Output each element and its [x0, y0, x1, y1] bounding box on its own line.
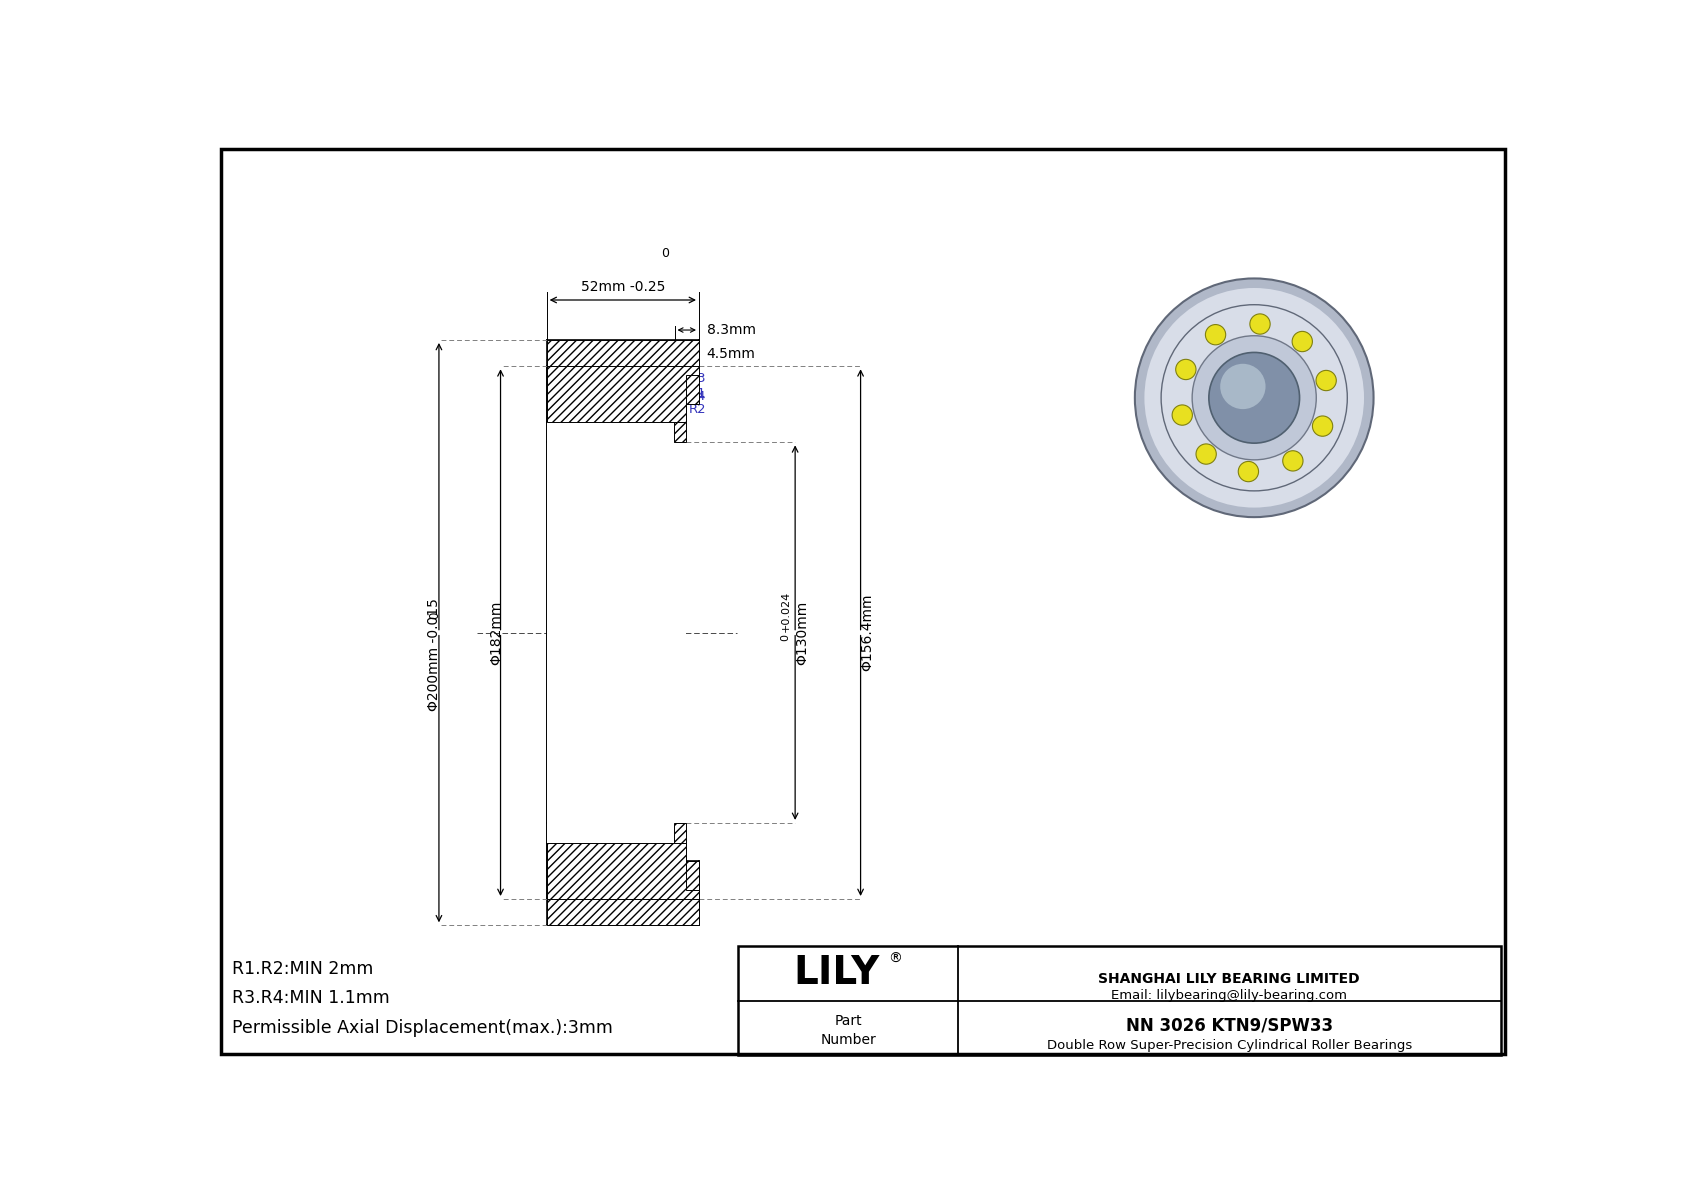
- Text: NN 3026 KTN9/SPW33: NN 3026 KTN9/SPW33: [1125, 1016, 1332, 1034]
- Circle shape: [1292, 331, 1312, 351]
- Circle shape: [1145, 288, 1364, 507]
- Text: 0: 0: [781, 634, 791, 662]
- Text: Part
Number: Part Number: [820, 1014, 876, 1047]
- Text: Φ130mm: Φ130mm: [795, 600, 808, 665]
- Text: Φ182mm: Φ182mm: [488, 600, 504, 665]
- Polygon shape: [547, 367, 699, 422]
- Polygon shape: [674, 823, 685, 843]
- Polygon shape: [547, 843, 699, 899]
- Text: +0.024: +0.024: [781, 591, 791, 631]
- Text: 0: 0: [428, 612, 441, 619]
- Text: R3: R3: [689, 372, 706, 385]
- Text: 8.3mm: 8.3mm: [707, 323, 756, 337]
- Text: ®: ®: [887, 952, 903, 966]
- Text: Permissible Axial Displacement(max.):3mm: Permissible Axial Displacement(max.):3mm: [232, 1018, 613, 1036]
- Text: 0: 0: [662, 247, 669, 260]
- Circle shape: [1135, 279, 1374, 517]
- Circle shape: [1206, 325, 1226, 345]
- Circle shape: [1238, 461, 1258, 481]
- Text: SHANGHAI LILY BEARING LIMITED: SHANGHAI LILY BEARING LIMITED: [1098, 972, 1361, 986]
- Text: Double Row Super-Precision Cylindrical Roller Bearings: Double Row Super-Precision Cylindrical R…: [1046, 1039, 1411, 1052]
- Text: Email: lilybearing@lily-bearing.com: Email: lilybearing@lily-bearing.com: [1111, 989, 1347, 1002]
- Circle shape: [1172, 405, 1192, 425]
- Circle shape: [1209, 353, 1300, 443]
- Text: Φ200mm -0.015: Φ200mm -0.015: [428, 598, 441, 711]
- Text: R2: R2: [689, 404, 706, 417]
- Text: 4.5mm: 4.5mm: [707, 347, 756, 361]
- Text: 52mm -0.25: 52mm -0.25: [581, 280, 665, 294]
- Text: R3.R4:MIN 1.1mm: R3.R4:MIN 1.1mm: [232, 990, 389, 1008]
- Text: R1.R2:MIN 2mm: R1.R2:MIN 2mm: [232, 960, 374, 978]
- Polygon shape: [547, 422, 685, 843]
- Circle shape: [1315, 370, 1337, 391]
- Polygon shape: [547, 844, 699, 925]
- Circle shape: [1175, 360, 1196, 380]
- Circle shape: [1250, 314, 1270, 335]
- Circle shape: [1312, 416, 1332, 436]
- Text: R4: R4: [689, 391, 706, 404]
- Circle shape: [1221, 363, 1266, 410]
- Polygon shape: [674, 422, 685, 442]
- Circle shape: [1196, 444, 1216, 464]
- Polygon shape: [547, 341, 699, 422]
- Polygon shape: [547, 395, 699, 871]
- Circle shape: [1283, 450, 1303, 470]
- Text: R1: R1: [689, 387, 706, 400]
- Text: Φ156.4mm: Φ156.4mm: [861, 594, 874, 672]
- Circle shape: [1192, 336, 1317, 460]
- Text: LILY: LILY: [793, 954, 879, 992]
